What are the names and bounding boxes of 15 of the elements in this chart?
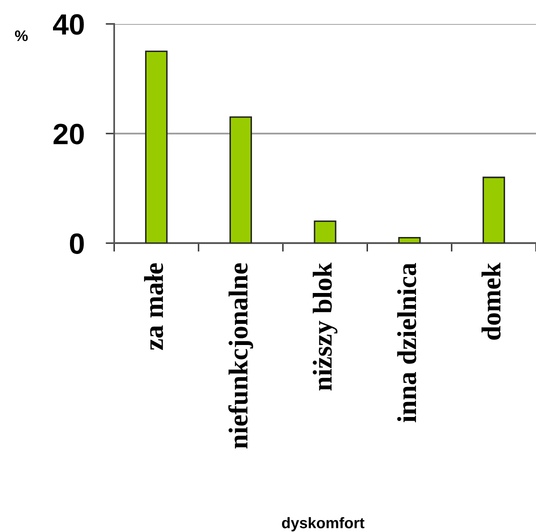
x-tick-label: domek bbox=[482, 262, 501, 340]
x-tick-label: niefunkcjonalne bbox=[228, 263, 254, 448]
y-tick-label: 0 bbox=[70, 233, 84, 254]
x-axis-title: dyskomfort bbox=[282, 517, 364, 532]
y-tick-label: 40 bbox=[53, 14, 84, 35]
bar bbox=[145, 50, 168, 244]
bar bbox=[229, 116, 252, 244]
bar bbox=[314, 220, 336, 244]
bar bbox=[482, 176, 506, 244]
x-tick-label: niższy blok bbox=[312, 262, 338, 391]
y-axis-title: % bbox=[14, 30, 28, 42]
y-tick-label: 20 bbox=[54, 124, 84, 144]
x-tick-label: za małe bbox=[144, 263, 164, 350]
bar bbox=[398, 236, 421, 244]
x-tick-label: inna dzielnica bbox=[397, 262, 416, 422]
